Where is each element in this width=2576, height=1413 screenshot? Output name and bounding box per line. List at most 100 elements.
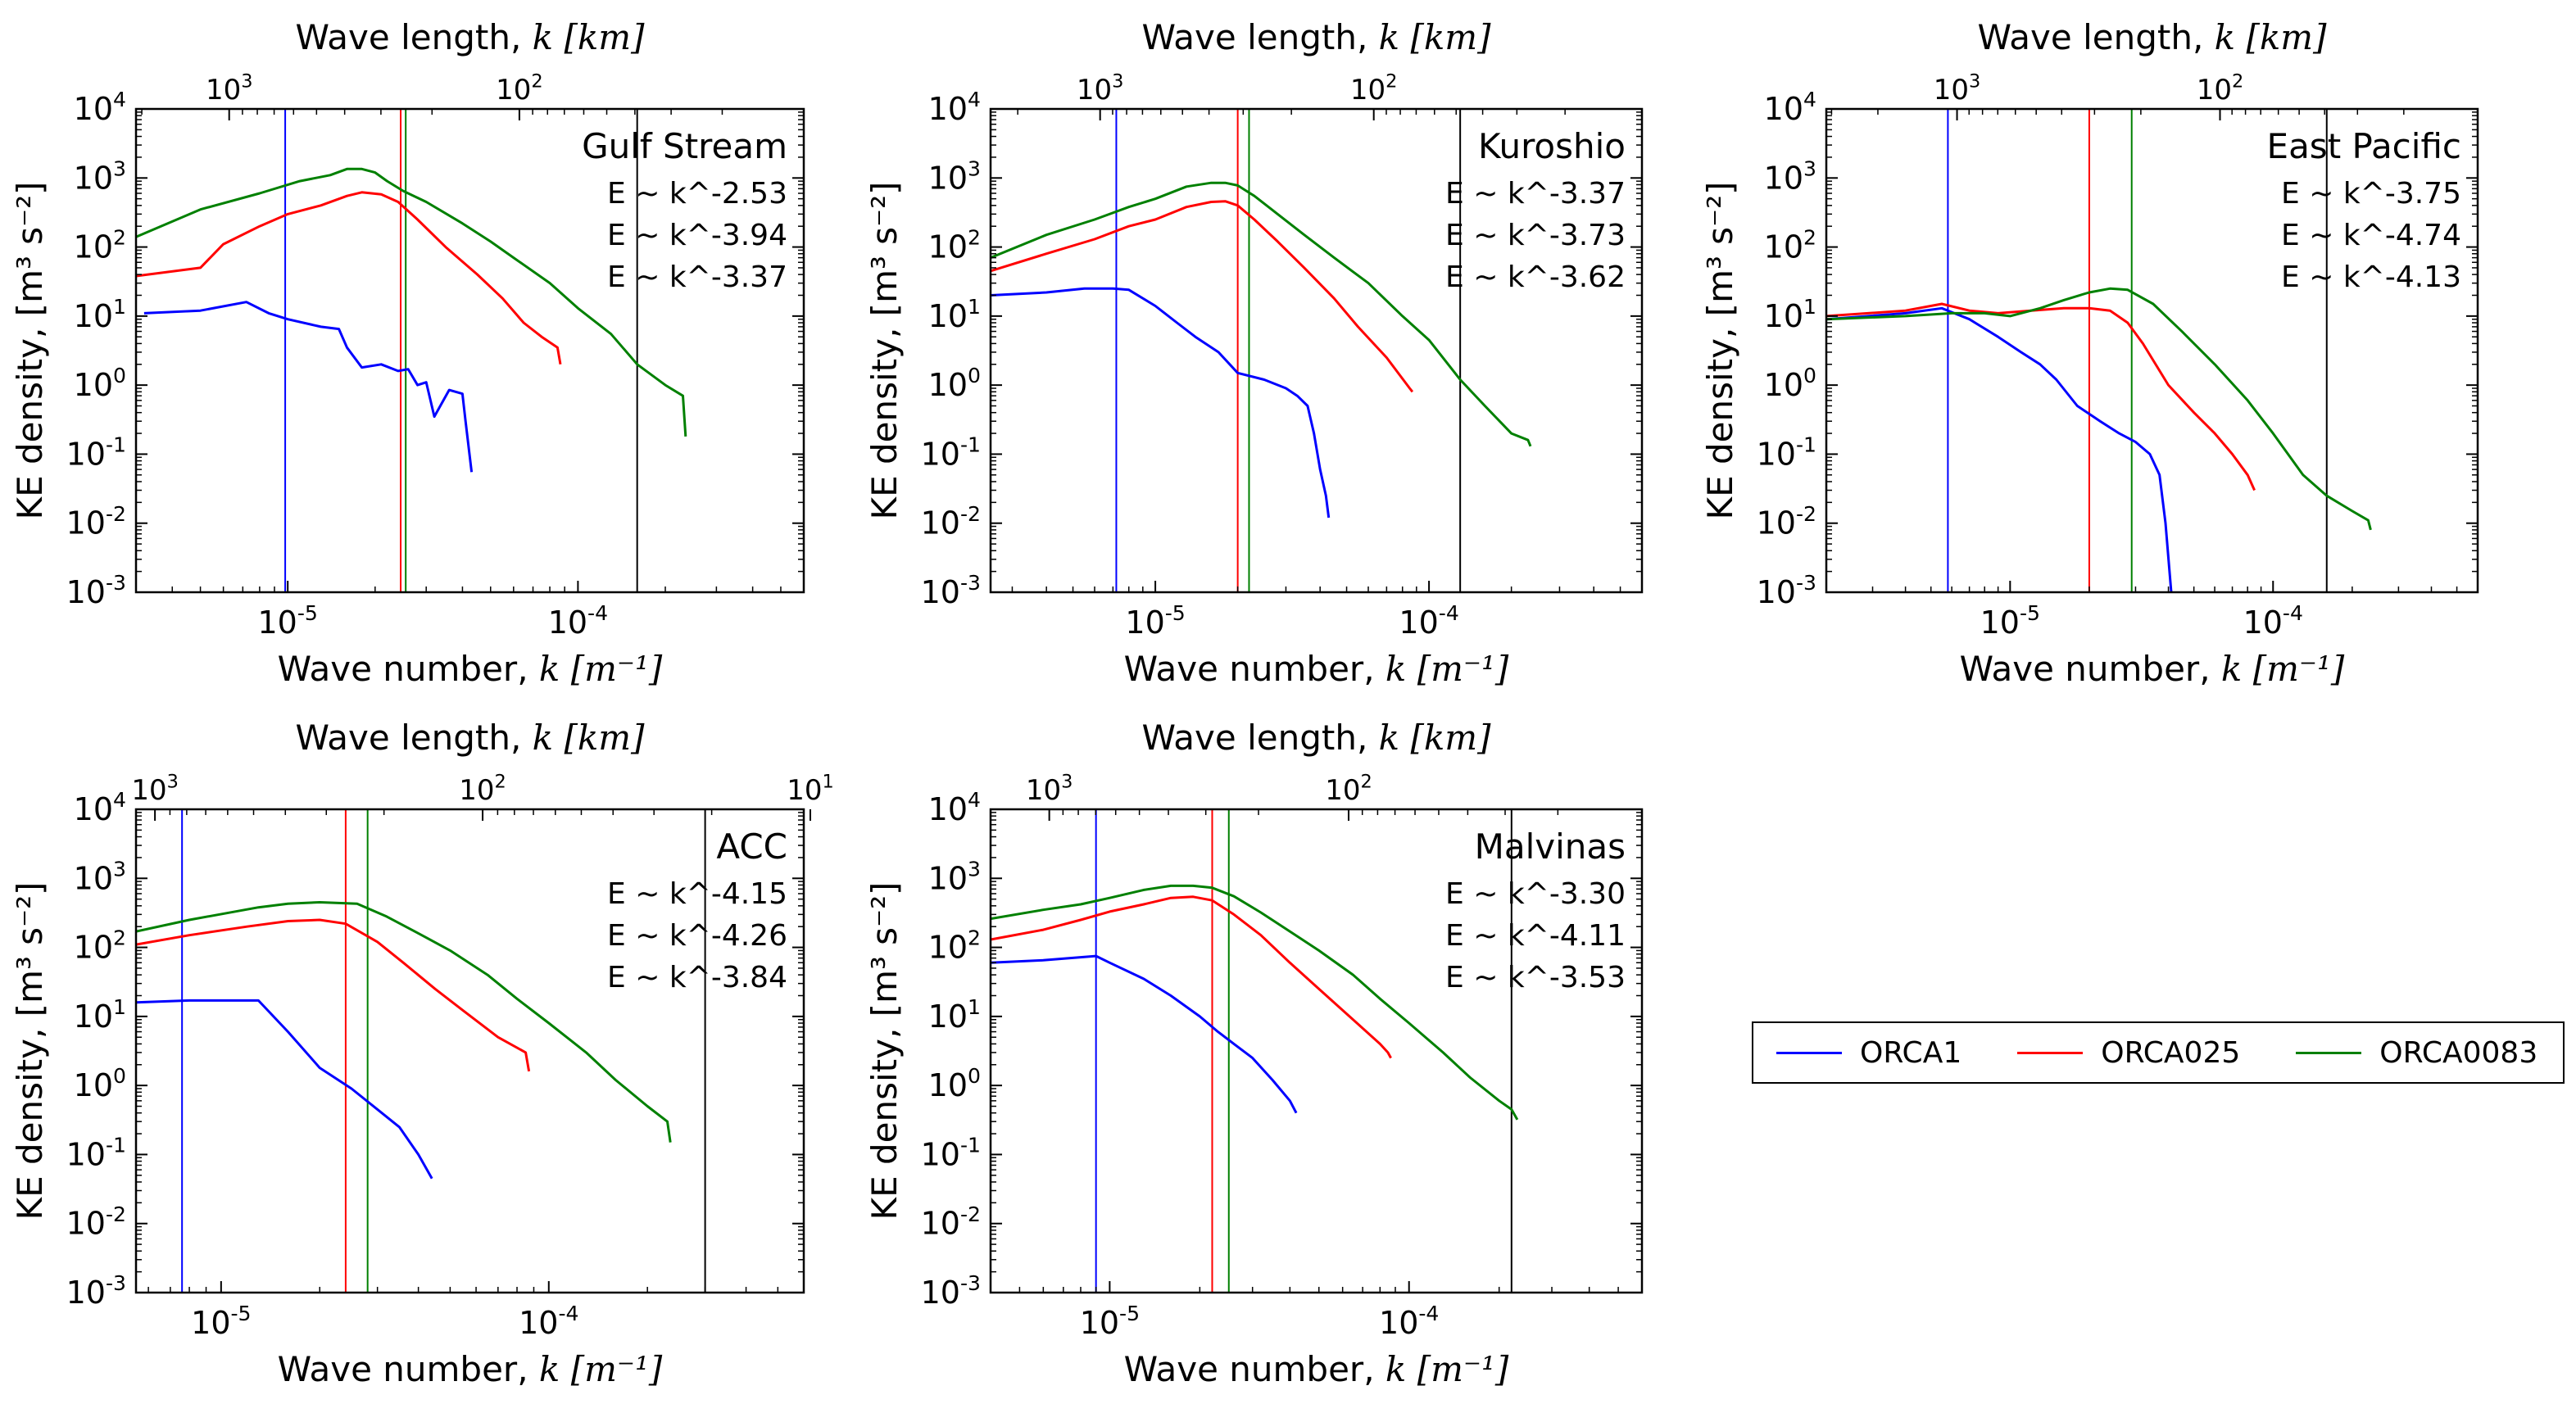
legend-label-orca1: ORCA1	[1860, 1035, 1962, 1070]
top-tick-label: 102	[1325, 772, 1372, 807]
panel-title: Malvinas	[1475, 827, 1626, 867]
y-tick-label: 100	[74, 364, 126, 403]
plot-frame	[1825, 107, 2479, 594]
panel-title: Gulf Stream	[582, 126, 787, 166]
y-tick-label: 10-1	[921, 433, 981, 472]
y-tick-label: 10-1	[921, 1133, 981, 1172]
y-tick-label: 10-3	[921, 571, 981, 610]
y-tick-label: 10-2	[921, 502, 981, 541]
plot-frame	[134, 808, 805, 1294]
slope-label-orca1: E ~ k^-4.15	[607, 877, 787, 911]
y-tick-label: 10-1	[66, 1133, 126, 1172]
panel-title: ACC	[716, 827, 787, 867]
legend-label-orca0083: ORCA0083	[2379, 1035, 2538, 1070]
legend-swatch-orca0083	[2296, 1051, 2362, 1054]
series-line-orca0083	[991, 884, 1519, 1121]
legend-label-orca025: ORCA025	[2101, 1035, 2241, 1070]
y-tick-label: 102	[74, 926, 126, 966]
y-tick-label: 10-2	[921, 1202, 981, 1242]
y-tick-label: 103	[928, 156, 981, 196]
slope-label-orca0083: E ~ k^-3.37	[607, 260, 787, 294]
y-tick-label: 104	[74, 88, 126, 127]
x-tick-label: 10-4	[1399, 601, 1458, 641]
y-tick-label: 100	[928, 364, 981, 403]
y-tick-label: 104	[1764, 88, 1816, 127]
series-line-orca025	[991, 200, 1414, 393]
y-tick-label: 101	[928, 995, 981, 1035]
y-tick-label: 103	[74, 156, 126, 196]
legend: ORCA1 ORCA025 ORCA0083	[1752, 1021, 2565, 1084]
y-tick-label: 102	[74, 226, 126, 265]
panel-east-pacific: 104 103 102 101 100 10-1 10-2 10-3 10-5 10-4 103 10…	[1700, 17, 2479, 689]
top-tick-label: 103	[131, 772, 179, 807]
x-tick-label: 10-4	[1379, 1302, 1439, 1341]
x-axis-label: Wave number, k [m⁻¹]	[278, 1349, 663, 1389]
y-axis-label: KE density, [m³ s⁻²]	[1700, 182, 1740, 520]
top-tick-label: 101	[787, 772, 834, 807]
y-axis-label: KE density, [m³ s⁻²]	[10, 182, 50, 520]
top-tick-label: 103	[1077, 71, 1124, 106]
top-tick-label: 103	[1934, 71, 1981, 106]
y-tick-label: 101	[74, 295, 126, 334]
x-tick-label: 10-5	[1125, 601, 1185, 641]
y-tick-label: 104	[928, 788, 981, 827]
y-tick-label: 100	[74, 1064, 126, 1103]
slope-label-orca025: E ~ k^-4.11	[1445, 919, 1626, 953]
panel-malvinas: 104 103 102 101 100 10-1 10-2 10-3 10-5 10-4 103 10…	[864, 718, 1644, 1389]
top-axis-label: Wave length, k [km]	[1977, 17, 2327, 57]
top-axis-label: Wave length, k [km]	[295, 17, 645, 57]
y-tick-label: 102	[1764, 226, 1816, 265]
y-tick-label: 10-1	[1757, 433, 1816, 472]
series-line-orca1	[1826, 306, 2173, 592]
y-tick-label: 102	[928, 926, 981, 966]
series-line-orca0083	[136, 167, 687, 437]
y-tick-label: 103	[928, 857, 981, 896]
y-tick-label: 10-3	[66, 571, 126, 610]
top-tick-label: 103	[206, 71, 253, 106]
plot-frame	[989, 808, 1644, 1294]
series-line-orca0083	[991, 181, 1532, 447]
slope-label-orca025: E ~ k^-3.73	[1445, 219, 1626, 252]
slope-label-orca1: E ~ k^-2.53	[607, 177, 787, 211]
y-tick-label: 10-3	[1757, 571, 1816, 610]
y-tick-label: 104	[74, 788, 126, 827]
y-tick-label: 101	[74, 995, 126, 1035]
legend-swatch-orca1	[1776, 1051, 1842, 1054]
series-line-orca1	[136, 999, 433, 1180]
panel-kuroshio: 104 103 102 101 100 10-1 10-2 10-3 10-5 10-4 103 10…	[864, 17, 1644, 689]
panel-gulf-stream: 104 103 102 101 100 10-1 10-2 10-3 10-5 10-4 103 10…	[10, 17, 805, 689]
y-axis-label: KE density, [m³ s⁻²]	[864, 882, 905, 1221]
x-axis-label: Wave number, k [m⁻¹]	[1960, 649, 2345, 689]
x-axis-label: Wave number, k [m⁻¹]	[278, 649, 663, 689]
slope-label-orca1: E ~ k^-3.30	[1445, 877, 1626, 911]
series-line-orca025	[136, 918, 531, 1072]
y-tick-label: 100	[928, 1064, 981, 1103]
x-axis-label: Wave number, k [m⁻¹]	[1124, 1349, 1509, 1389]
x-tick-label: 10-5	[1980, 601, 2040, 641]
x-tick-label: 10-5	[191, 1302, 251, 1341]
series-line-orca025	[991, 895, 1392, 1059]
top-tick-label: 102	[2197, 71, 2244, 106]
x-tick-label: 10-5	[1080, 1302, 1140, 1341]
slope-label-orca0083: E ~ k^-3.62	[1445, 260, 1626, 294]
y-tick-label: 10-2	[66, 502, 126, 541]
plot-frame	[134, 107, 805, 594]
y-tick-label: 10-1	[66, 433, 126, 472]
top-axis-label: Wave length, k [km]	[1141, 718, 1491, 758]
series-line-orca1	[991, 287, 1331, 519]
series-line-orca025	[136, 191, 562, 365]
y-tick-label: 102	[928, 226, 981, 265]
panel-title: East Pacific	[2267, 126, 2461, 166]
slope-label-orca0083: E ~ k^-3.84	[607, 961, 787, 994]
slope-label-orca0083: E ~ k^-4.13	[2281, 260, 2461, 294]
y-tick-label: 10-2	[1757, 502, 1816, 541]
y-tick-label: 103	[1764, 156, 1816, 196]
x-axis-label: Wave number, k [m⁻¹]	[1124, 649, 1509, 689]
series-line-orca1	[143, 301, 474, 473]
top-tick-label: 102	[459, 772, 506, 807]
y-tick-label: 10-3	[921, 1271, 981, 1311]
slope-label-orca1: E ~ k^-3.37	[1445, 177, 1626, 211]
top-tick-label: 102	[1350, 71, 1398, 106]
y-tick-label: 101	[928, 295, 981, 334]
